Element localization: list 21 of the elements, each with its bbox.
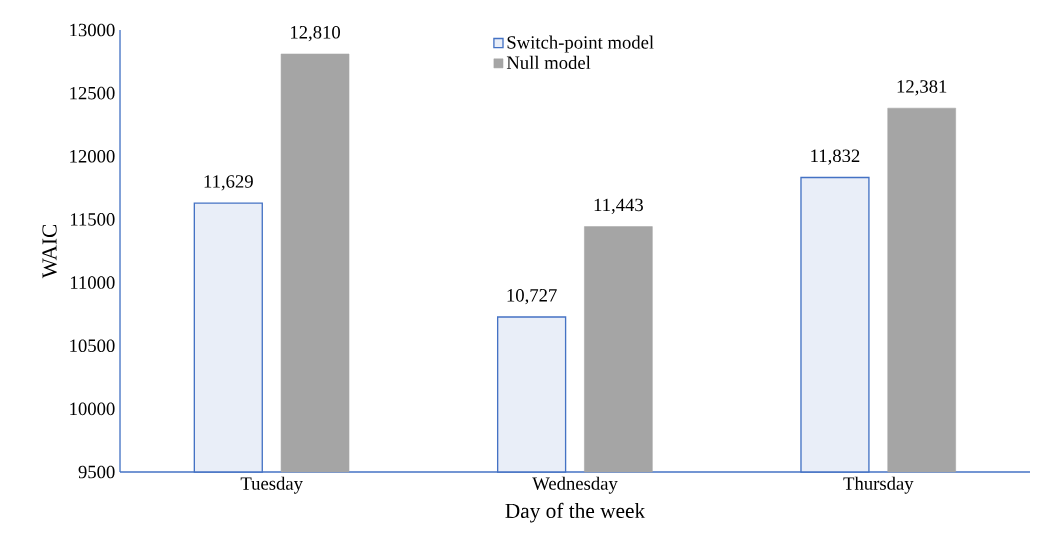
data-label: 11,443 (594, 198, 643, 214)
y-axis-title: WAIC (42, 224, 57, 279)
y-tick-label: 10500 (70, 339, 115, 353)
legend-label: Switch-point model (507, 35, 654, 53)
y-tick-label: 12000 (70, 149, 115, 163)
data-label: 11,629 (204, 175, 253, 191)
x-tick-label: Tuesday (240, 476, 303, 494)
legend-label: Null model (506, 55, 591, 70)
data-label: 11,832 (811, 149, 860, 165)
data-label: 12,381 (897, 80, 947, 96)
y-tick-label: 11500 (70, 213, 115, 226)
y-tick-label: 10000 (70, 402, 115, 416)
data-label: 12,810 (291, 25, 340, 42)
y-tick-label: 12500 (70, 86, 115, 100)
data-label: 10,727 (507, 289, 557, 305)
y-tick-label: 9500 (78, 465, 115, 479)
x-tick-label: Thursday (843, 476, 914, 494)
x-tick-label: Wednesday (532, 476, 618, 494)
y-tick-label: 11000 (70, 276, 115, 289)
y-tick-label: 13000 (70, 23, 115, 37)
x-axis-title: Day of the week (505, 502, 646, 523)
